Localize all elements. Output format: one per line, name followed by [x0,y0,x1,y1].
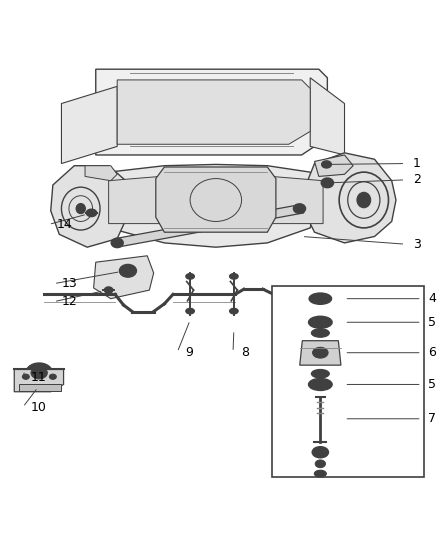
Text: 9: 9 [185,346,193,359]
Ellipse shape [312,447,328,458]
Polygon shape [310,78,345,155]
Ellipse shape [293,204,305,213]
Ellipse shape [26,363,53,383]
Ellipse shape [315,382,325,387]
Ellipse shape [321,178,333,188]
Bar [272,286,424,477]
Ellipse shape [186,308,194,314]
Ellipse shape [309,293,332,304]
Polygon shape [314,155,353,176]
Ellipse shape [308,316,332,328]
Polygon shape [51,166,128,247]
Polygon shape [14,369,64,392]
Text: 1: 1 [413,157,421,170]
Ellipse shape [296,206,303,211]
Ellipse shape [22,374,29,379]
Ellipse shape [186,273,194,279]
Text: 5: 5 [428,316,436,329]
Text: 10: 10 [31,401,46,414]
Ellipse shape [49,374,57,379]
Ellipse shape [311,329,329,337]
Polygon shape [306,153,396,243]
Text: 14: 14 [57,218,72,231]
Polygon shape [156,167,276,232]
Ellipse shape [324,163,329,166]
Ellipse shape [86,209,97,216]
Polygon shape [100,164,319,247]
Ellipse shape [322,161,331,168]
Ellipse shape [76,204,85,214]
Polygon shape [272,176,323,224]
Ellipse shape [308,378,332,391]
Ellipse shape [324,180,331,185]
Polygon shape [94,256,154,298]
Ellipse shape [119,264,137,277]
Text: 7: 7 [428,412,436,425]
Ellipse shape [31,367,47,379]
Ellipse shape [230,308,238,314]
Polygon shape [96,69,327,155]
Text: 2: 2 [413,173,421,187]
Polygon shape [18,384,61,391]
Ellipse shape [315,320,325,325]
Text: 8: 8 [241,346,249,359]
Ellipse shape [311,369,329,378]
Polygon shape [85,166,117,181]
Ellipse shape [313,348,328,358]
Ellipse shape [357,192,371,208]
Ellipse shape [111,238,123,248]
Polygon shape [61,86,117,164]
Ellipse shape [315,460,325,467]
Text: 3: 3 [413,238,421,251]
Ellipse shape [314,296,326,302]
Ellipse shape [230,273,238,279]
Ellipse shape [314,470,326,477]
Text: 11: 11 [31,370,46,384]
Polygon shape [115,204,304,247]
Ellipse shape [104,287,113,293]
Text: 6: 6 [428,346,436,359]
Ellipse shape [123,268,133,274]
Text: 5: 5 [428,378,436,391]
Polygon shape [117,80,310,144]
Text: 13: 13 [61,277,77,290]
Text: 12: 12 [61,295,77,308]
Polygon shape [109,176,160,224]
Polygon shape [300,341,341,365]
Text: 4: 4 [428,292,436,305]
